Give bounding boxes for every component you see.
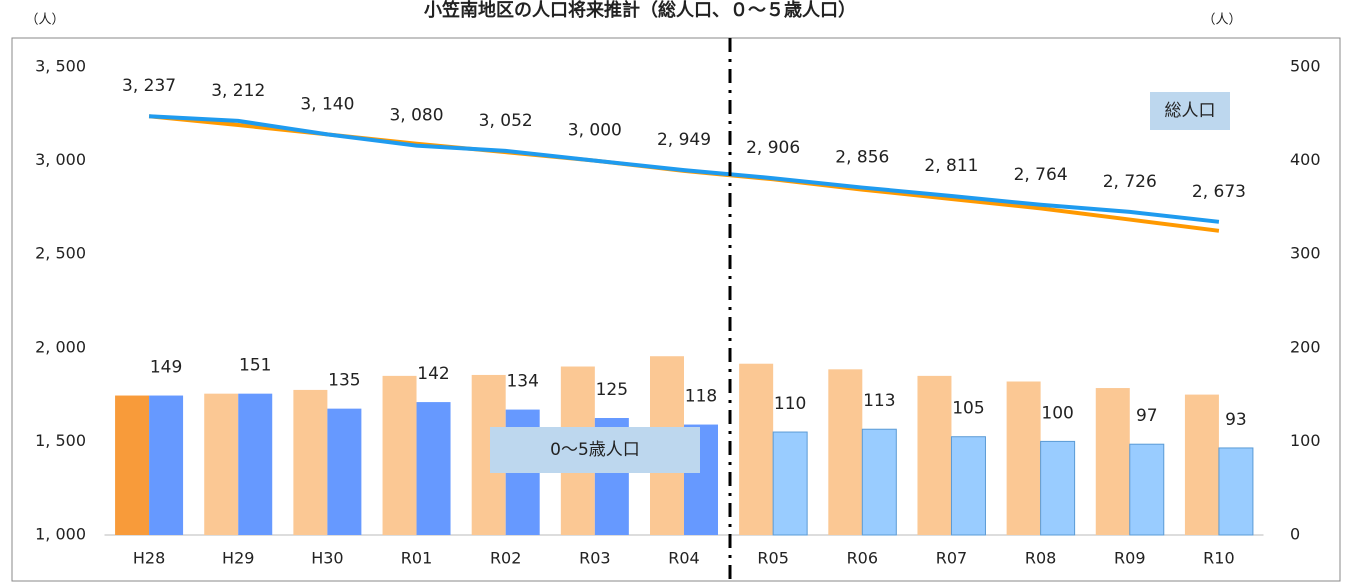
x-tick-label: H29: [222, 549, 254, 568]
y-tick-label: 3, 000: [35, 150, 86, 169]
data-label: 113: [863, 391, 895, 411]
data-label: 2, 764: [1014, 165, 1068, 185]
bar: [739, 363, 774, 535]
bar: [1218, 447, 1254, 536]
y-tick-label: 2, 500: [35, 244, 86, 263]
bar: [828, 369, 863, 535]
x-tick-label: R05: [757, 549, 788, 568]
data-label: 2, 949: [657, 130, 711, 150]
x-tick-label: R09: [1114, 549, 1145, 568]
x-tick-label: R06: [847, 549, 878, 568]
data-label: 110: [774, 394, 806, 414]
x-tick-label: H30: [311, 549, 343, 568]
data-label: 93: [1225, 410, 1247, 430]
bar: [1129, 443, 1165, 536]
annotation-box: [1150, 92, 1230, 130]
data-label: 135: [328, 371, 360, 391]
annotation: 0～5歳人口: [550, 440, 640, 460]
data-label: 100: [1041, 403, 1073, 423]
bar: [861, 428, 897, 536]
annotation-box: [490, 427, 700, 473]
data-label: 3, 212: [211, 81, 265, 101]
line: [148, 114, 1220, 224]
bar: [772, 431, 808, 536]
y-tick-label: 3, 500: [35, 57, 86, 76]
bar: [416, 402, 451, 535]
data-label: 3, 052: [479, 111, 533, 131]
bar: [1095, 388, 1130, 535]
bar: [327, 408, 362, 535]
bar: [115, 395, 150, 535]
bar: [1006, 381, 1041, 535]
data-label: 97: [1136, 406, 1158, 426]
data-label: 2, 673: [1192, 182, 1246, 202]
y2-tick-label: 100: [1290, 431, 1321, 450]
data-label: 142: [417, 364, 449, 384]
y2-unit: （人）: [1202, 13, 1241, 28]
chart-frame: [11, 37, 1341, 582]
y2-tick-label: 0: [1290, 525, 1300, 544]
data-label: 3, 237: [122, 76, 176, 96]
bar: [204, 393, 239, 535]
x-tick-label: R10: [1203, 549, 1234, 568]
data-label: 2, 906: [746, 138, 800, 158]
data-label: 105: [952, 399, 984, 419]
data-label: 2, 811: [924, 156, 978, 176]
data-label: 151: [239, 356, 271, 376]
data-label: 125: [596, 380, 628, 400]
x-tick-label: R02: [490, 549, 521, 568]
x-tick-label: R01: [401, 549, 432, 568]
bar: [1040, 440, 1076, 536]
data-label: 149: [150, 358, 182, 378]
y2-tick-label: 200: [1290, 337, 1321, 356]
bar: [238, 393, 273, 535]
y-tick-label: 2, 000: [35, 337, 86, 356]
bar: [917, 375, 952, 535]
bar: [1184, 394, 1219, 535]
data-label: 3, 000: [568, 121, 622, 141]
x-tick-label: R07: [936, 549, 967, 568]
data-label: 2, 856: [835, 148, 889, 168]
bar: [382, 375, 417, 535]
x-tick-label: R03: [579, 549, 610, 568]
data-label: 2, 726: [1103, 172, 1157, 192]
y-tick-label: 1, 500: [35, 431, 86, 450]
bar: [950, 436, 986, 536]
x-tick-label: H28: [133, 549, 165, 568]
chart-title: 小笠南地区の人口将来推計（総人口、０～５歳人口）: [424, 0, 856, 21]
data-label: 134: [506, 372, 538, 392]
bar: [293, 389, 328, 535]
plot: 1, 000 1, 500 2, 000 2, 500 3, 000 3, 500 0 100…: [35, 57, 1320, 568]
data-label: 3, 140: [300, 94, 354, 114]
y2-tick-label: 400: [1290, 150, 1321, 169]
y-tick-label: 1, 000: [35, 525, 86, 544]
data-label: 118: [685, 387, 717, 407]
x-tick-label: R08: [1025, 549, 1056, 568]
bar: [149, 395, 184, 535]
y2-tick-label: 300: [1290, 244, 1321, 263]
x-tick-label: R04: [668, 549, 699, 568]
y2-tick-label: 500: [1290, 57, 1321, 76]
annotation: 総人口: [1165, 101, 1216, 121]
y-unit: （人）: [25, 13, 64, 28]
data-label: 3, 080: [389, 106, 443, 126]
